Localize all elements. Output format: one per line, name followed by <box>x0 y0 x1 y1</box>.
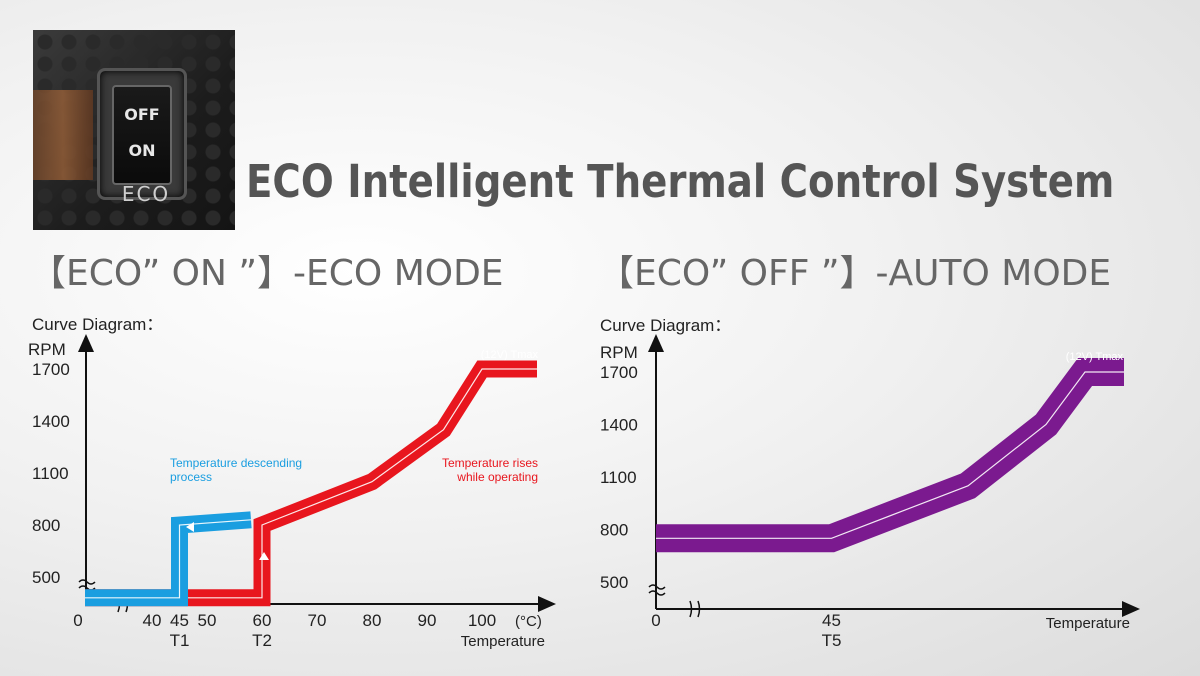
x-tick-sublabel: T1 <box>170 631 190 650</box>
auto-mode-heading: 【ECO” OFF ”】-AUTO MODE <box>598 253 1112 294</box>
eco-switch-photo: OFF ON ECO <box>33 30 235 230</box>
eco-rocker-switch: OFF ON <box>97 68 187 200</box>
x-tick-label: 50 <box>198 611 217 630</box>
x-tick-label: 45 <box>822 611 841 630</box>
x-tick-label: 40 <box>143 611 162 630</box>
x-tick-label: 45 <box>170 611 189 630</box>
x-unit-label: (°C) <box>515 613 542 630</box>
direction-arrow <box>186 522 194 532</box>
series-band <box>656 358 1124 553</box>
copper-heatsink <box>33 90 93 180</box>
x-axis-break <box>689 600 701 618</box>
chart-subtitle: Curve Diagram： <box>600 316 731 335</box>
y-tick-label: 1100 <box>600 468 637 487</box>
switch-off-label: OFF <box>124 105 160 124</box>
y-axis-label: RPM <box>28 340 66 359</box>
y-tick-label: 1100 <box>32 464 69 483</box>
x-tick-label: 60 <box>253 611 272 630</box>
eco-label: ECO <box>121 182 171 206</box>
series-annotation: Temperature rises <box>442 456 538 470</box>
x-axis-label: Temperature <box>1046 615 1130 632</box>
eco-mode-heading: 【ECO” ON ”】-ECO MODE <box>30 253 504 294</box>
y-tick-label: 1400 <box>32 412 70 431</box>
y-tick-label: 1700 <box>32 360 70 379</box>
y-tick-label: 1700 <box>600 363 638 382</box>
y-tick-label: 1400 <box>600 416 638 435</box>
tmax-label: (12V) Tmax <box>481 349 539 361</box>
y-tick-label: 500 <box>600 573 628 592</box>
eco-mode-chart: Curve Diagram：RPM500800110014001700Tempe… <box>28 315 556 650</box>
x-tick-sublabel: T5 <box>822 631 842 650</box>
auto-mode-chart: Curve Diagram： RPM 500 800 1100 1400 1700 (12V)… <box>600 316 1140 650</box>
switch-rocker: OFF ON <box>112 85 172 185</box>
x-tick-label: 0 <box>73 611 82 630</box>
tmax-label: (12V) Tmax <box>1066 351 1124 363</box>
series-band <box>85 511 252 607</box>
page-title: ECO Intelligent Thermal Control System <box>246 155 1115 208</box>
y-axis-break <box>648 584 666 596</box>
x-tick-label: 90 <box>418 611 437 630</box>
x-tick-label: 0 <box>651 611 660 630</box>
y-tick-label: 500 <box>32 568 60 587</box>
x-axis-label: Temperature <box>461 633 545 650</box>
switch-on-label: ON <box>128 141 156 160</box>
x-tick-label: 80 <box>363 611 382 630</box>
series-annotation: Temperature descending <box>170 456 302 470</box>
chart-subtitle: Curve Diagram： <box>32 315 163 334</box>
y-tick-label: 800 <box>32 516 60 535</box>
direction-arrow <box>259 552 269 560</box>
x-tick-label: 100 <box>468 611 496 630</box>
series-center-line <box>85 368 537 599</box>
y-tick-label: 800 <box>600 521 628 540</box>
y-axis-label: RPM <box>600 343 638 362</box>
x-tick-sublabel: T2 <box>252 631 272 650</box>
series-annotation: while operating <box>456 470 538 484</box>
series-center-line <box>656 371 1124 539</box>
series-center-line <box>85 519 252 599</box>
x-tick-label: 70 <box>308 611 327 630</box>
series-annotation: process <box>170 470 212 484</box>
